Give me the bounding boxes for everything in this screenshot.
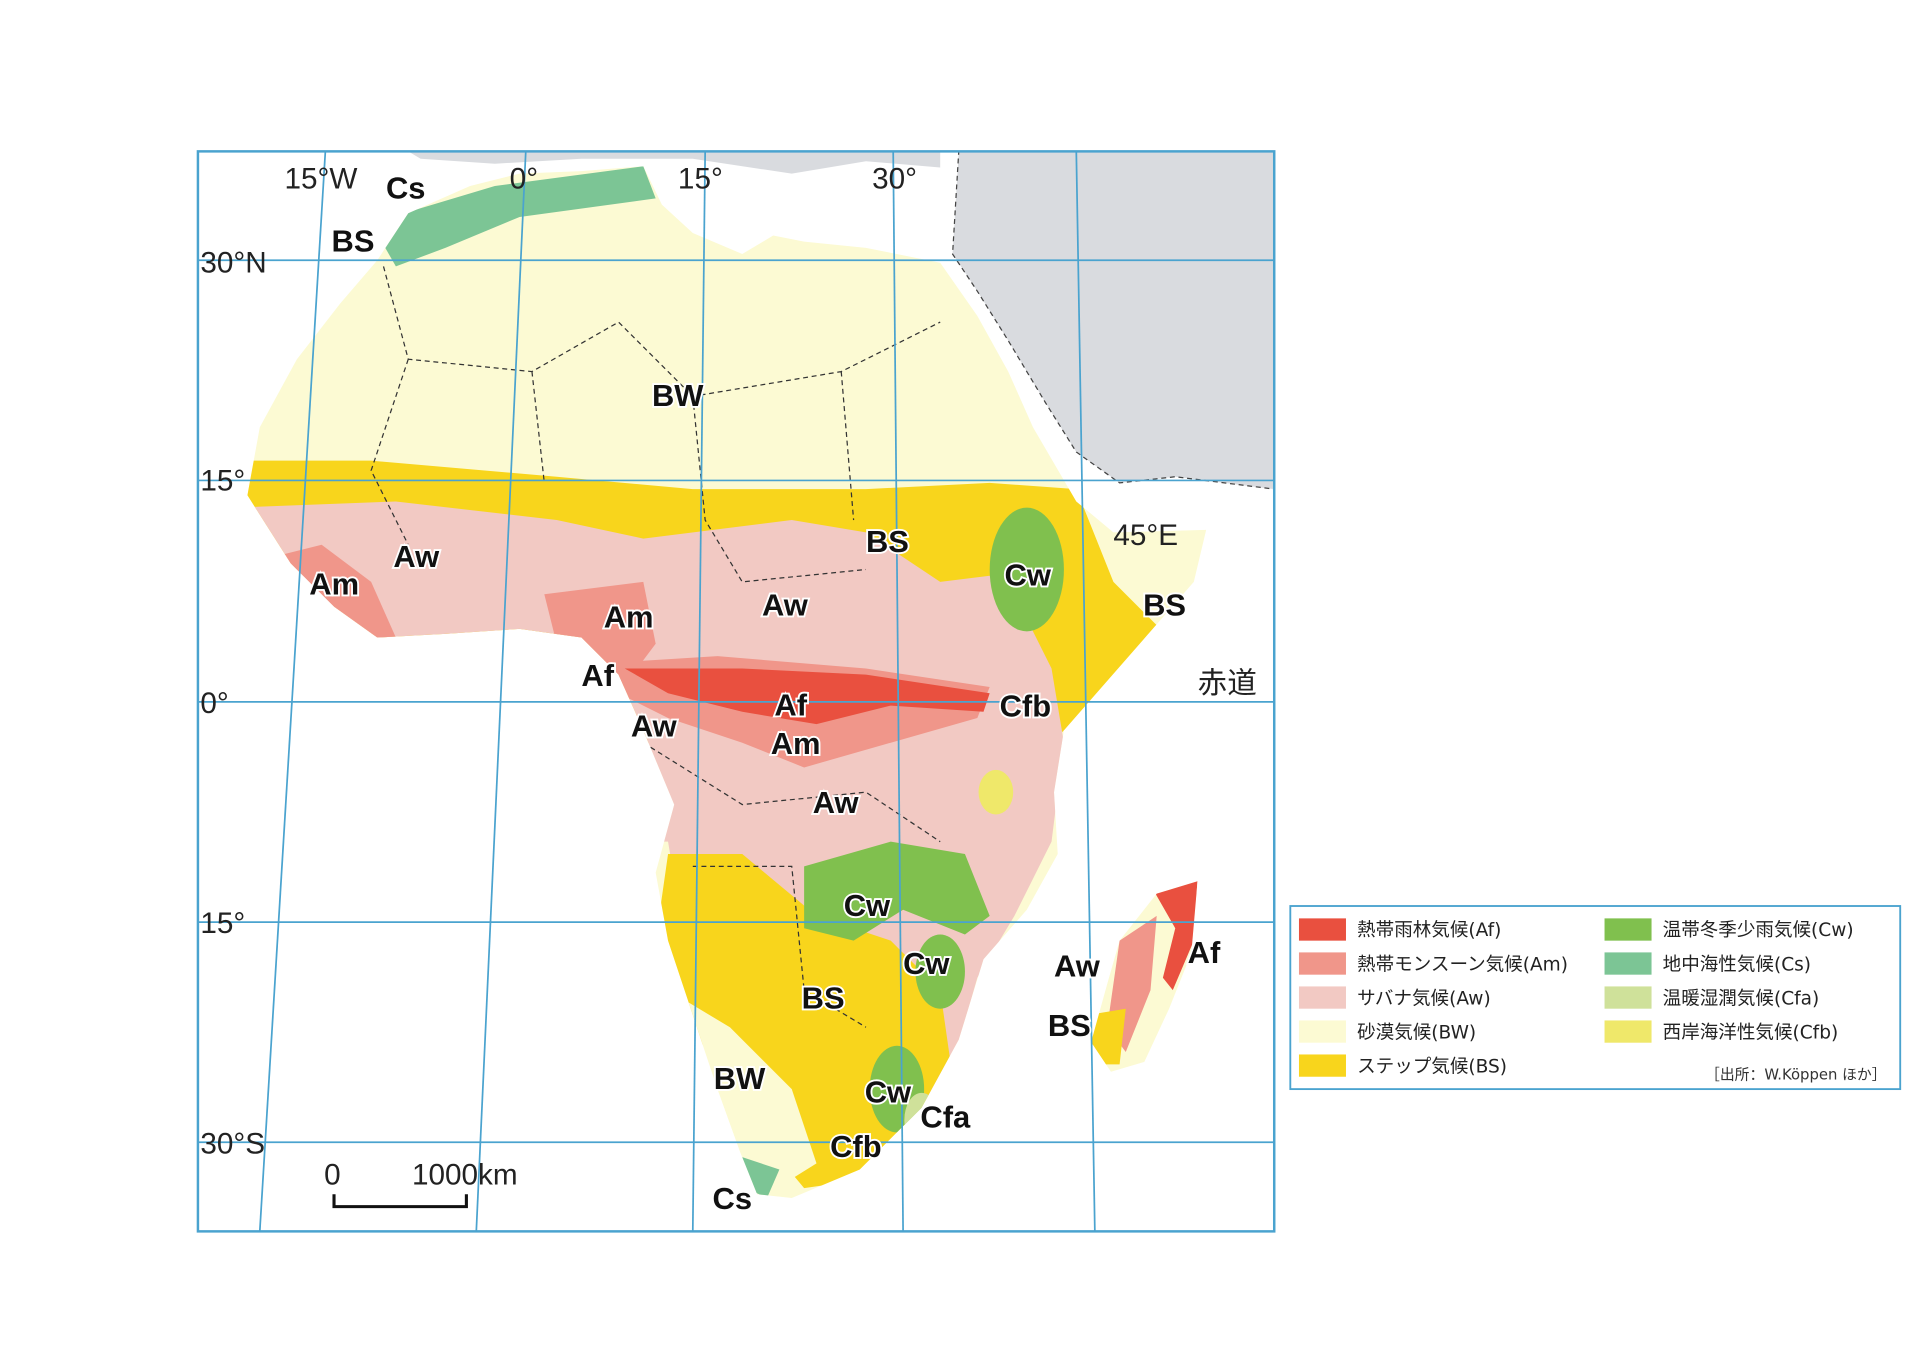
middle-east — [951, 151, 1275, 490]
legend-label: ステップ気候(BS) — [1357, 1056, 1507, 1077]
region-label: Am — [771, 726, 821, 761]
region-label: Aw — [393, 539, 440, 574]
zone-cw-south — [915, 934, 965, 1009]
region-label: Aw — [813, 785, 860, 820]
coordinate-label: 30°N — [200, 247, 266, 280]
zone-cw-central — [804, 841, 990, 941]
region-label: BW — [714, 1061, 766, 1096]
legend-source: ［出所：W.Köppen ほか］ — [1705, 1066, 1887, 1083]
legend-label: 温暖湿潤気候(Cfa) — [1663, 988, 1820, 1009]
zone-cs-north — [371, 166, 656, 267]
labels: 15°W 0° 15° 30° 30°N 15° 45°E 0° 赤道 15° 30°S Cs BS BW… — [200, 162, 1257, 1217]
coordinate-label: 赤道 — [1198, 667, 1257, 700]
legend-label: 西岸海洋性気候(Cfb) — [1663, 1022, 1839, 1043]
region-label: Cw — [903, 946, 950, 981]
region-label: BW — [652, 378, 704, 413]
region-label: BS — [332, 224, 375, 259]
region-label: Am — [309, 566, 359, 601]
legend-swatch — [1298, 1054, 1346, 1077]
region-label: Cfb — [830, 1129, 882, 1164]
zone-am-west — [272, 544, 396, 644]
map-frame — [196, 150, 1276, 1233]
meridian — [1075, 151, 1096, 1232]
region-label: Cs — [386, 170, 426, 205]
coordinate-label: 15° — [200, 464, 245, 497]
coordinate-label: 15° — [678, 162, 723, 195]
scale-bar — [332, 1194, 468, 1209]
legend-label: 砂漠気候(BW) — [1357, 1022, 1476, 1043]
region-label: Aw — [762, 587, 809, 622]
coordinate-label: 30°S — [200, 1127, 265, 1160]
meridian — [475, 151, 527, 1232]
region-label: Af — [774, 687, 807, 722]
legend-swatch — [1604, 986, 1652, 1009]
region-label: BS — [1143, 587, 1186, 622]
legend-swatch — [1298, 986, 1346, 1009]
graticule — [197, 151, 1275, 1232]
borders — [370, 266, 941, 1028]
region-label: Cw — [1005, 558, 1052, 593]
zone-bs-madagascar — [1088, 1008, 1126, 1065]
europe — [408, 151, 941, 174]
scale-start: 0 — [324, 1158, 341, 1191]
region-label: Aw — [631, 709, 678, 744]
zone-cw-ethiopia — [989, 507, 1064, 632]
coordinate-label: 15° — [200, 907, 245, 940]
legend-label: 温帯冬季少雨気候(Cw) — [1663, 920, 1854, 941]
zone-af-madagascar — [1150, 878, 1198, 991]
zone-cfb — [978, 769, 1014, 815]
region-label: Af — [1188, 935, 1221, 970]
region-label: Am — [604, 600, 654, 635]
coordinate-label: 45°E — [1113, 519, 1178, 552]
legend-label: 熱帯モンスーン気候(Am) — [1357, 954, 1568, 975]
region-label: Aw — [1054, 949, 1101, 984]
region-label: Cfa — [920, 1099, 971, 1134]
legend-label: サバナ気候(Aw) — [1357, 988, 1491, 1009]
legend-swatch — [1298, 1020, 1346, 1043]
legend-swatch — [1298, 918, 1346, 941]
legend-swatch — [1604, 952, 1652, 975]
meridian — [892, 151, 904, 1232]
legend-label: 地中海性気候(Cs) — [1663, 954, 1811, 975]
legend-box — [1289, 905, 1902, 1091]
region-label: BS — [802, 981, 845, 1016]
region-label: BS — [1048, 1008, 1091, 1043]
coordinate-label: 15°W — [285, 162, 358, 195]
zone-bw-south — [668, 990, 817, 1195]
region-label: Af — [581, 658, 614, 693]
coordinate-label: 0° — [510, 162, 538, 195]
legend-swatch — [1604, 918, 1652, 941]
legend-label: 熱帯雨林気候(Af) — [1357, 920, 1501, 941]
region-label: Cw — [844, 888, 891, 923]
legend-swatch — [1298, 952, 1346, 975]
region-label: Cfb — [1000, 689, 1052, 724]
scale-end: 1000km — [412, 1158, 518, 1191]
neighbour-land — [408, 151, 1275, 490]
region-label: Cs — [713, 1181, 753, 1216]
meridian — [691, 151, 707, 1232]
region-label: Cw — [865, 1075, 912, 1110]
legend: 熱帯雨林気候(Af) 熱帯モンスーン気候(Am) サバナ気候(Aw) 砂漠気候(BW)… — [1298, 918, 1854, 1077]
coordinate-label: 30° — [872, 162, 917, 195]
meridian — [258, 151, 327, 1232]
region-label: BS — [866, 524, 909, 559]
legend-swatch — [1604, 1020, 1652, 1043]
coordinate-label: 0° — [200, 687, 228, 720]
